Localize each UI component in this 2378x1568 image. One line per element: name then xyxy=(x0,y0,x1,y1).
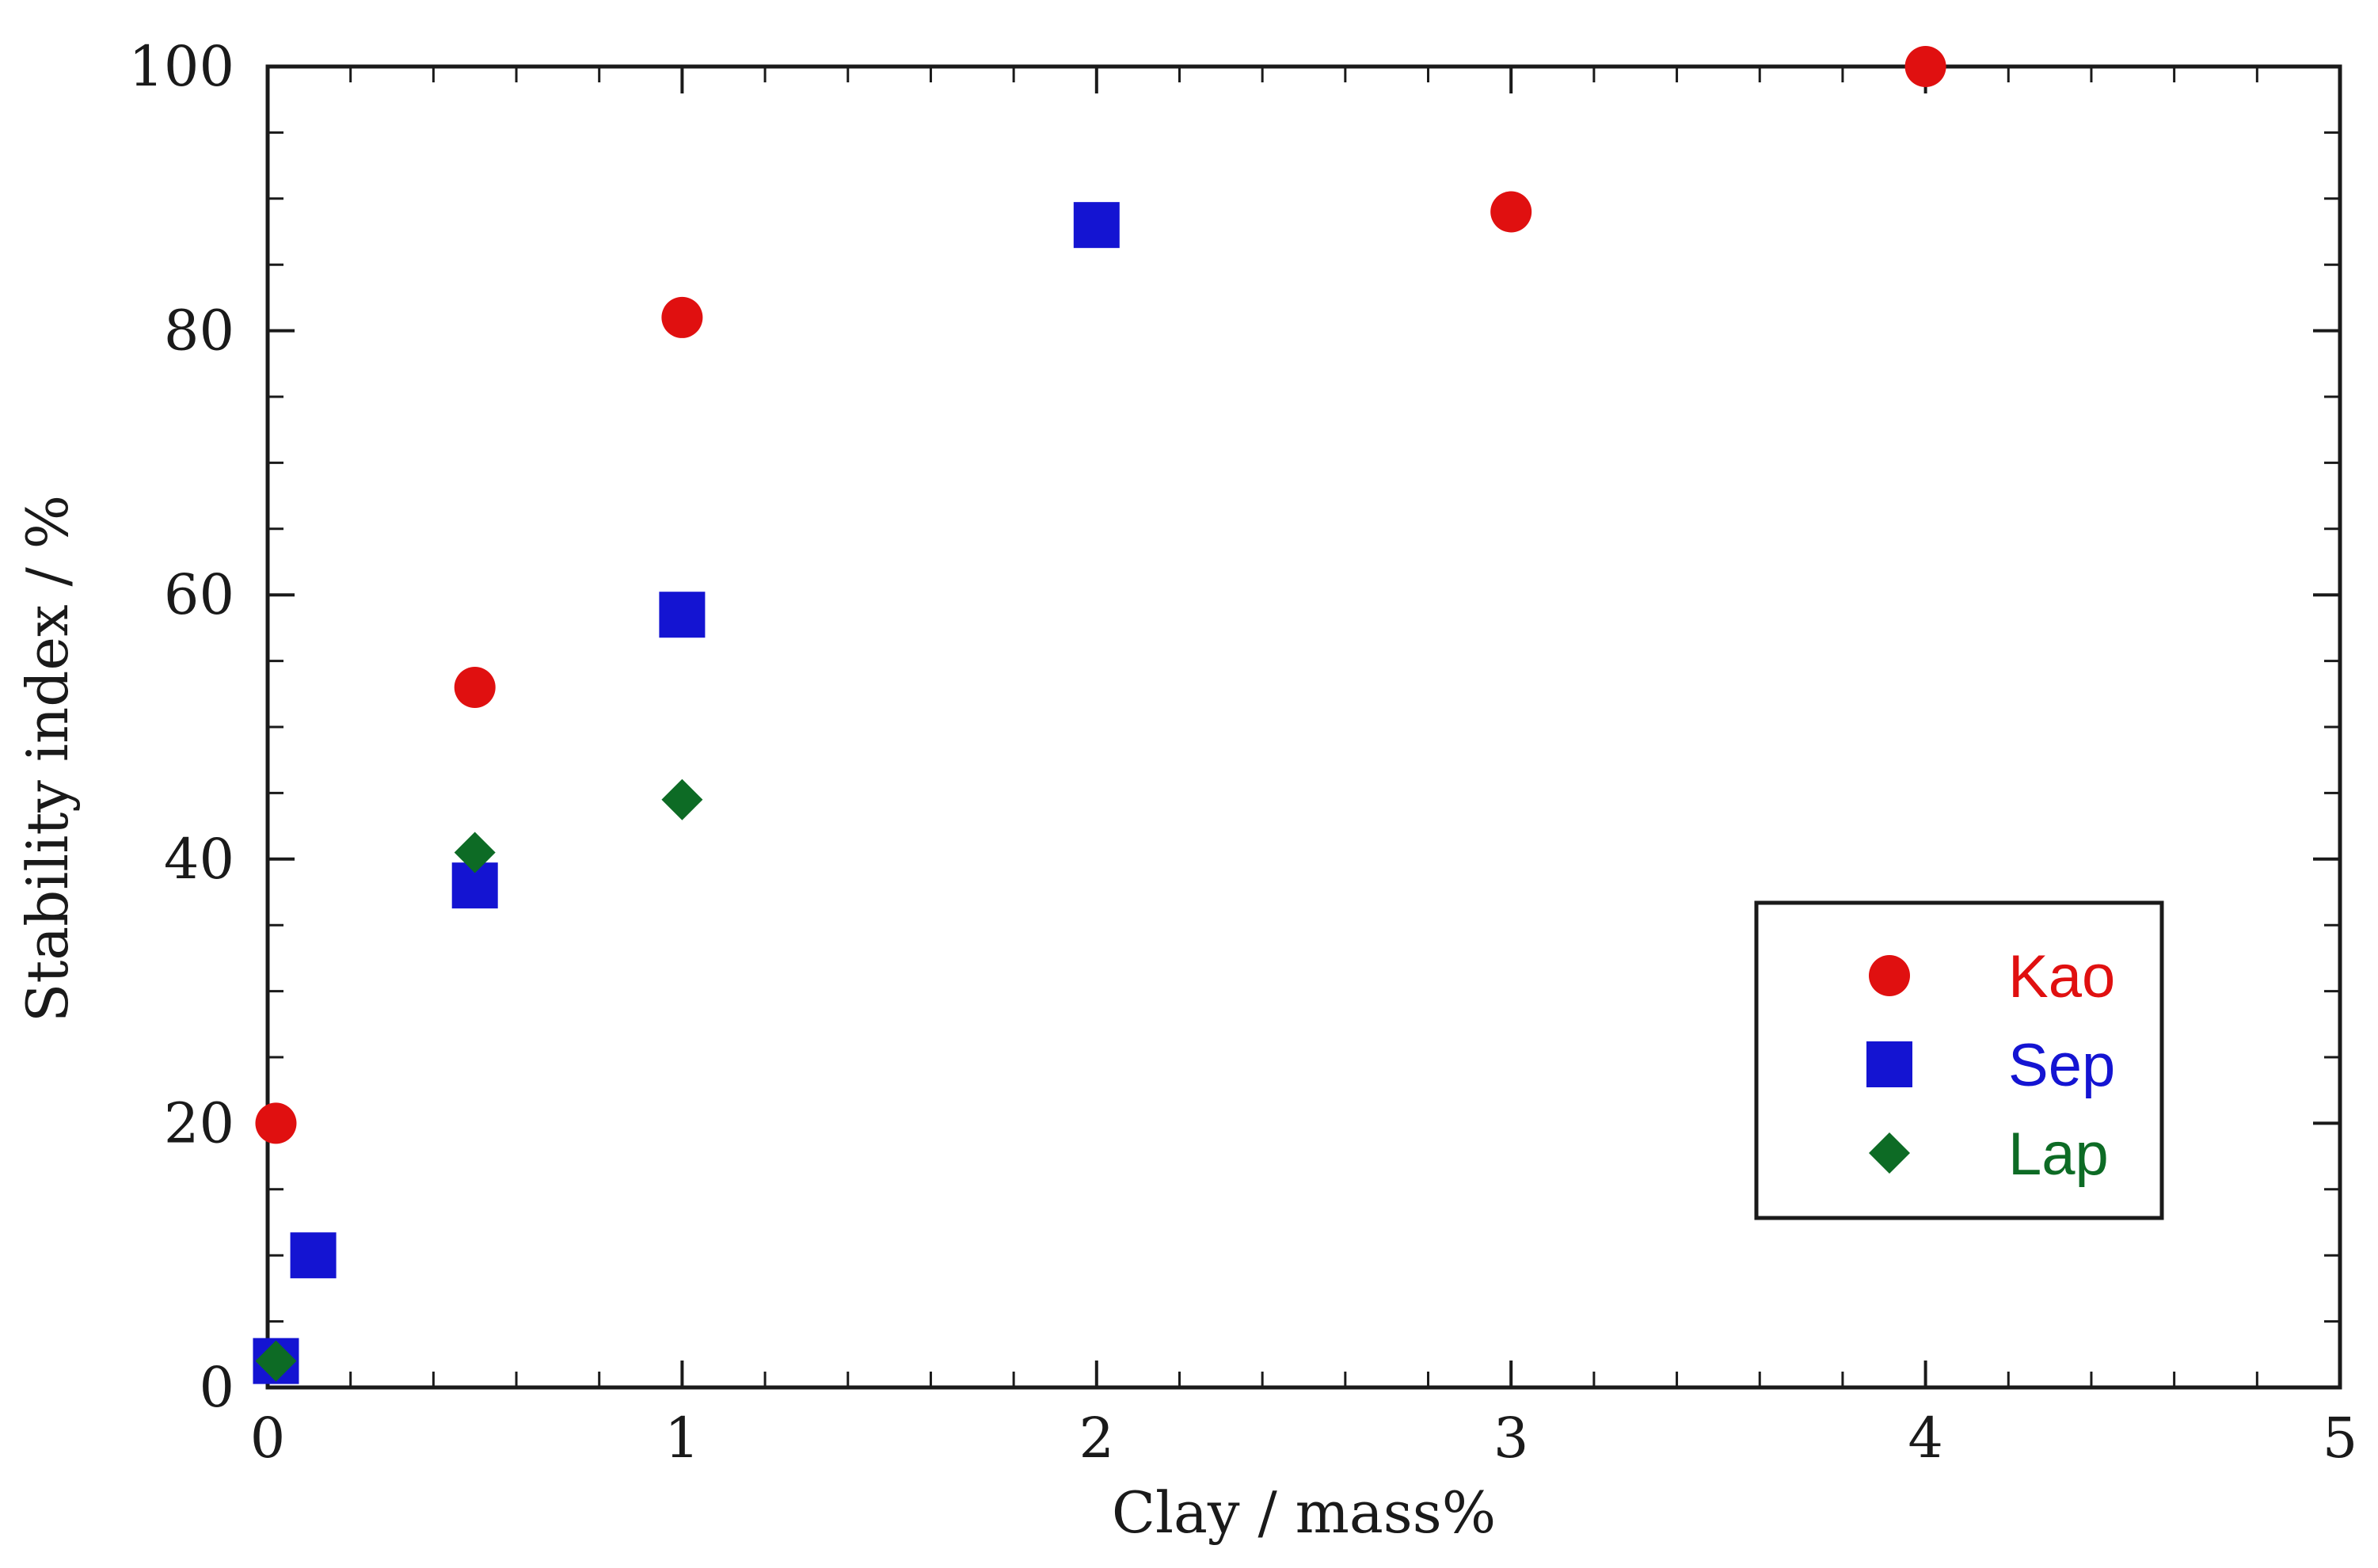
x-axis-title: Clay / mass% xyxy=(1112,1479,1496,1546)
minor-ticks xyxy=(268,67,2340,1387)
data-point-sep xyxy=(290,1232,337,1279)
legend-label-lap: Lap xyxy=(2008,1121,2109,1188)
legend-box xyxy=(1754,900,2164,1220)
data-point-kao xyxy=(1490,191,1532,233)
data-point-lap xyxy=(661,778,703,820)
x-tick-label: 1 xyxy=(664,1406,700,1471)
data-point-lap xyxy=(255,1340,297,1382)
y-tick-label: 20 xyxy=(164,1090,234,1155)
legend-marker-kao xyxy=(1869,955,1910,996)
data-point-kao xyxy=(454,666,496,708)
data-point-kao xyxy=(255,1102,297,1144)
y-tick-label: 0 xyxy=(199,1355,234,1420)
y-tick-labels: 0 20 40 60 80 100 xyxy=(128,34,234,1420)
legend: Kao Sep Lap xyxy=(1754,900,2164,1220)
data-point-lap xyxy=(454,832,496,873)
legend-marker-sep xyxy=(1866,1041,1912,1087)
x-tick-labels: 0 1 2 3 4 5 xyxy=(250,1406,2358,1471)
data-point-sep xyxy=(1073,202,1120,249)
y-tick-label: 80 xyxy=(164,299,234,363)
legend-label-sep: Sep xyxy=(2008,1032,2115,1099)
y-tick-label: 60 xyxy=(164,562,234,627)
x-tick-label: 3 xyxy=(1493,1406,1529,1471)
x-tick-label: 2 xyxy=(1079,1406,1115,1471)
x-tick-label: 0 xyxy=(250,1406,286,1471)
x-tick-label: 4 xyxy=(1908,1406,1943,1471)
legend-marker-lap xyxy=(1869,1132,1910,1174)
data-point-sep xyxy=(659,592,706,638)
data-markers xyxy=(253,46,1946,1384)
x-tick-label: 5 xyxy=(2323,1406,2358,1471)
plot-frame xyxy=(265,64,2342,1390)
legend-label-kao: Kao xyxy=(2008,943,2115,1010)
y-tick-label: 100 xyxy=(128,34,234,99)
data-point-kao xyxy=(1904,46,1946,87)
y-tick-label: 40 xyxy=(164,827,234,892)
data-point-kao xyxy=(661,296,703,338)
y-axis-title: Stability index / % xyxy=(14,495,81,1022)
